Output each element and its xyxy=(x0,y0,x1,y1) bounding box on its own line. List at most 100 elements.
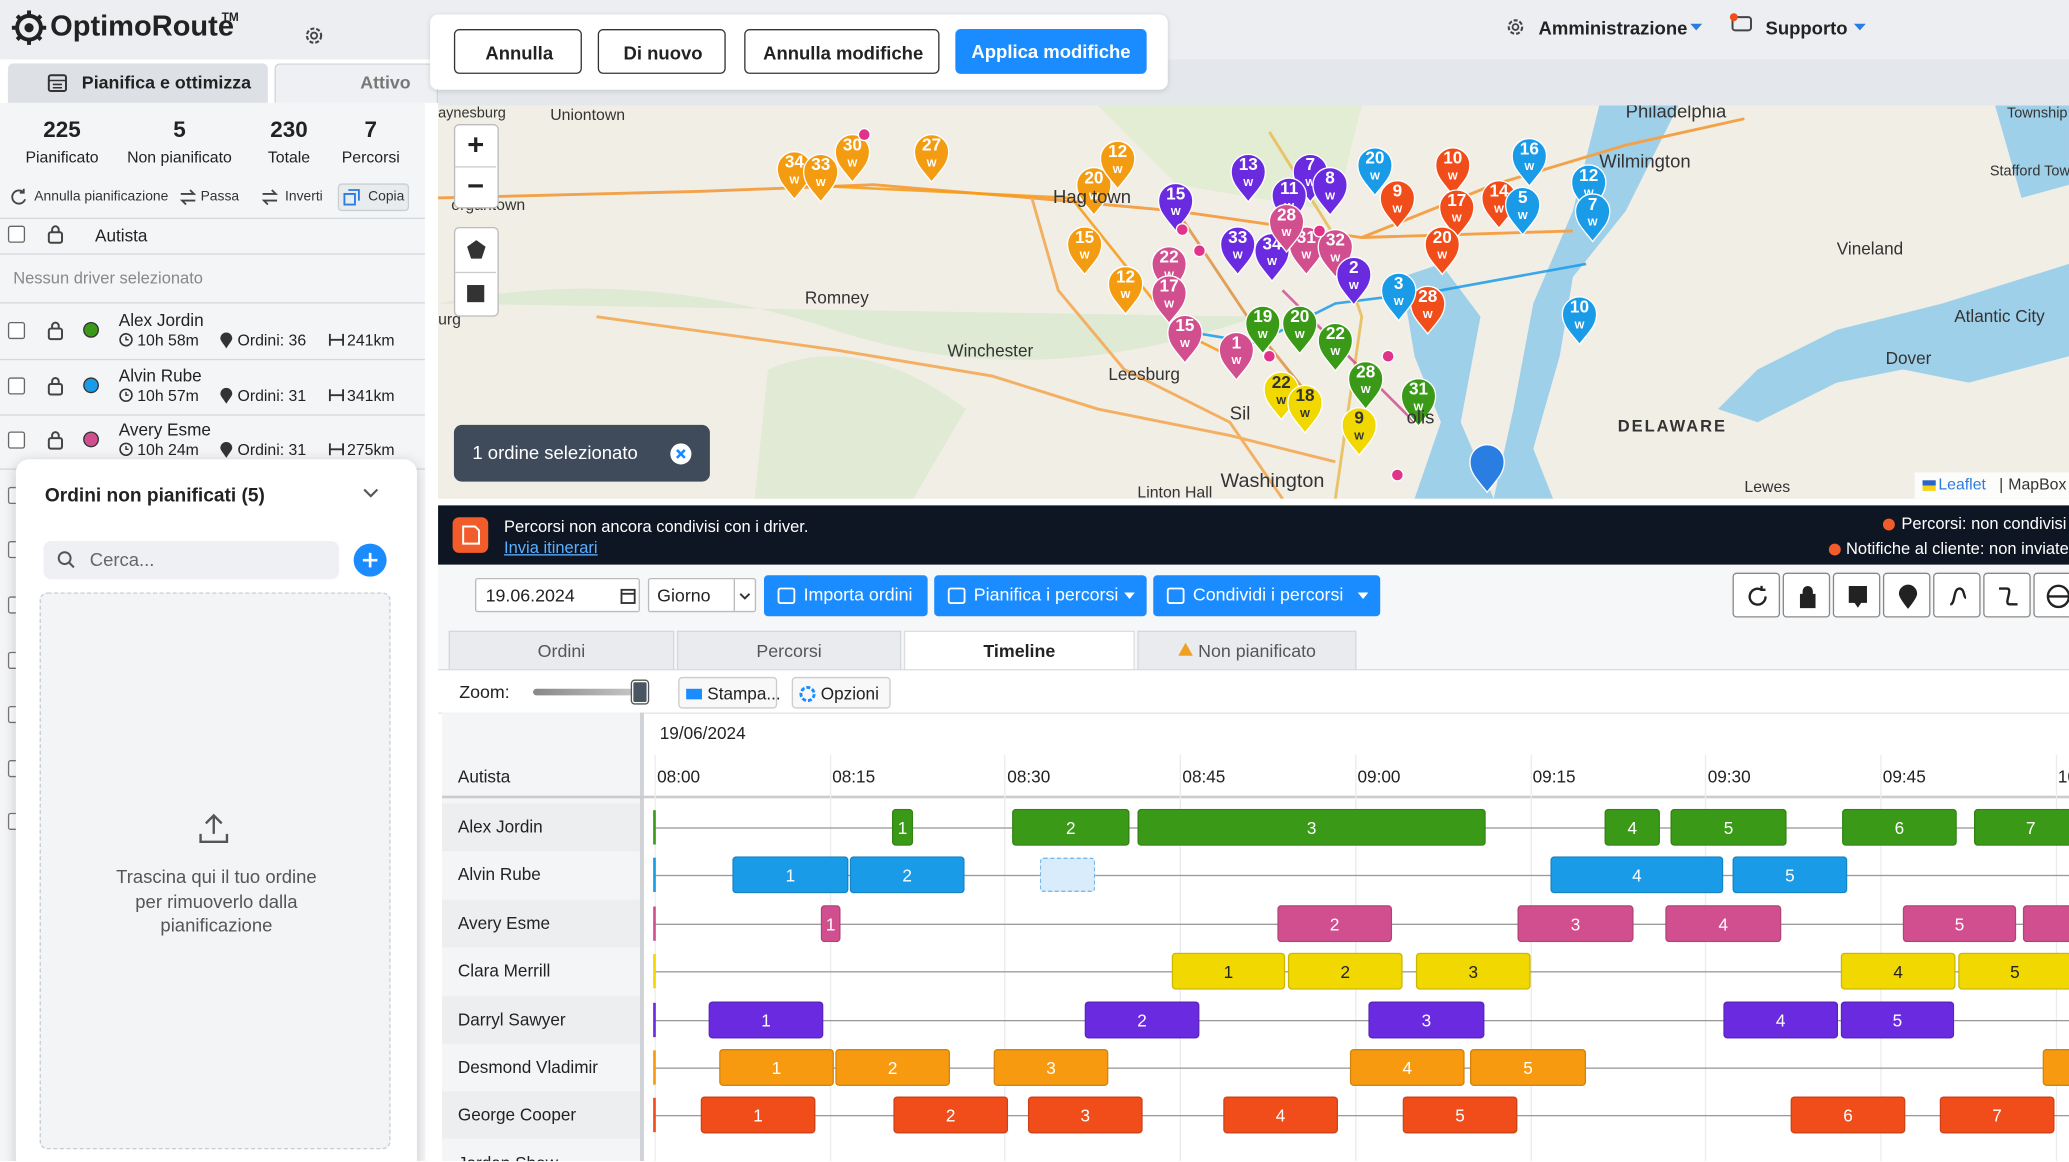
timeline-stop[interactable]: 6 xyxy=(1790,1097,1906,1134)
icon-button[interactable] xyxy=(1983,572,2031,618)
toolbar-button[interactable]: Pianifica i percorsi xyxy=(934,575,1147,617)
timeline-stop[interactable]: 4 xyxy=(1723,1000,1839,1038)
view-tab[interactable]: Ordini xyxy=(448,630,675,671)
timeline-stop[interactable]: 4 xyxy=(1604,808,1660,846)
date-input[interactable]: 19.06.2024 xyxy=(475,577,640,613)
icon-button[interactable] xyxy=(2033,572,2069,618)
panel-settings[interactable] xyxy=(302,24,326,48)
timeline-stop[interactable]: 4 xyxy=(1840,952,1956,990)
timeline-stop[interactable]: 3 xyxy=(993,1049,1109,1086)
small-button[interactable]: Stampa... xyxy=(678,676,781,709)
zoom-in[interactable]: + xyxy=(467,127,485,161)
timeline-stop[interactable]: 4 xyxy=(1665,904,1782,942)
edit-button[interactable]: Annulla xyxy=(453,29,582,74)
timeline-stop[interactable]: 2 xyxy=(1084,1000,1200,1038)
timeline-stop[interactable]: 4 xyxy=(1223,1097,1338,1134)
lock-icon[interactable] xyxy=(47,376,64,396)
action-button[interactable]: Passa xyxy=(200,188,240,205)
timeline-stop[interactable]: 5 xyxy=(1840,1000,1955,1038)
timeline-stop[interactable]: 1 xyxy=(820,904,841,942)
view-tab[interactable]: Percorsi xyxy=(676,630,902,671)
icon-button[interactable] xyxy=(1732,572,1781,618)
view-tab[interactable]: Non pianificato xyxy=(1137,630,1357,671)
action-icon[interactable] xyxy=(179,189,197,206)
checkbox[interactable] xyxy=(7,377,26,395)
timeline-stop[interactable]: 1 xyxy=(732,856,849,894)
tool-icon xyxy=(1949,587,1967,606)
timeline-stop[interactable]: 1 xyxy=(891,808,914,846)
icon-button[interactable] xyxy=(1832,572,1881,618)
timeline-stop[interactable]: 5 xyxy=(1958,952,2069,990)
checkbox[interactable] xyxy=(7,321,26,340)
timeline-stop[interactable]: 7 xyxy=(1939,1097,2055,1134)
polygon-tool[interactable] xyxy=(467,240,486,259)
edit-button[interactable]: Di nuovo xyxy=(597,29,726,74)
timeline-stop[interactable]: 5 xyxy=(1670,808,1787,846)
lock-icon[interactable] xyxy=(47,321,64,341)
timeline-stop[interactable]: 4 xyxy=(1349,1049,1465,1086)
action-button[interactable]: Copia xyxy=(368,188,405,205)
action-icon[interactable] xyxy=(343,189,360,206)
timeline-stop[interactable]: 3 xyxy=(1415,952,1531,990)
timeline-stop[interactable]: 5 xyxy=(1732,856,1848,894)
search-box[interactable]: Cerca... xyxy=(43,541,340,580)
sidebar-tab[interactable]: Attivo xyxy=(360,72,411,93)
rectangle-tool[interactable] xyxy=(467,285,485,303)
timeline-stop[interactable]: 2 xyxy=(835,1049,951,1086)
timeline-stop[interactable]: 3 xyxy=(1137,808,1486,846)
timeline-stop[interactable]: 1 xyxy=(719,1049,834,1086)
timeline-stop[interactable]: 2 xyxy=(849,856,965,894)
support-icon[interactable] xyxy=(1729,13,1754,37)
lock-icon[interactable] xyxy=(47,430,64,450)
timeline-stop[interactable]: 5 xyxy=(1902,904,2017,942)
checkbox[interactable] xyxy=(7,225,26,243)
timeline-stop[interactable]: 2 xyxy=(1287,952,1403,990)
add-button[interactable] xyxy=(353,543,387,577)
action-button[interactable]: Inverti xyxy=(285,188,323,205)
timeline-stop[interactable]: 2 xyxy=(1012,808,1130,846)
edit-button[interactable]: Applica modifiche xyxy=(955,29,1147,74)
zoom-out[interactable]: − xyxy=(467,168,485,202)
timeline-stop[interactable]: 3 xyxy=(1517,904,1634,942)
timeline-stop[interactable]: 2 xyxy=(893,1097,1009,1134)
timeline-stop[interactable] xyxy=(2022,904,2069,942)
timeline-stop[interactable]: 4 xyxy=(1550,856,1724,894)
timeline-stop[interactable] xyxy=(2042,1049,2069,1086)
small-button[interactable]: Opzioni xyxy=(791,676,891,709)
road xyxy=(1361,117,1745,239)
edit-button[interactable]: Annulla modifiche xyxy=(744,29,940,74)
admin-icon[interactable] xyxy=(1504,16,1526,38)
icon-button[interactable] xyxy=(1782,572,1831,618)
attribution-link[interactable]: Leaflet xyxy=(1938,475,1986,494)
sidebar-tab[interactable]: Pianifica e ottimizza xyxy=(81,72,252,93)
clear-selection[interactable] xyxy=(670,443,692,465)
admin-menu[interactable]: Amministrazione xyxy=(1538,17,1688,39)
timeline-stop[interactable]: 6 xyxy=(1842,808,1957,846)
timeline-stop[interactable]: 7 xyxy=(1973,808,2069,846)
icon-button[interactable] xyxy=(1933,572,1981,618)
timeline-stop[interactable]: 1 xyxy=(708,1000,824,1038)
toolbar-button[interactable]: Importa ordini xyxy=(763,575,928,617)
toolbar-button[interactable]: Condividi i percorsi xyxy=(1153,575,1381,617)
action-icon[interactable] xyxy=(11,188,28,206)
timeline-stop[interactable]: 2 xyxy=(1277,904,1393,942)
timeline-stop[interactable]: 5 xyxy=(1402,1097,1518,1134)
zoom-thumb[interactable] xyxy=(630,679,650,705)
icon-button[interactable] xyxy=(1882,572,1931,618)
lock-icon[interactable] xyxy=(47,224,64,244)
attribution-link[interactable]: MapBox xyxy=(2008,475,2067,494)
collapse-icon[interactable] xyxy=(363,488,379,499)
support-menu[interactable]: Supporto xyxy=(1765,17,1848,39)
action-button[interactable]: Annulla pianificazione xyxy=(34,188,169,205)
distance-icon xyxy=(328,389,344,402)
view-tab[interactable]: Timeline xyxy=(903,630,1135,671)
timeline-stop[interactable]: 3 xyxy=(1368,1000,1485,1038)
period-select[interactable]: Giorno xyxy=(647,577,757,613)
timeline-stop[interactable]: 3 xyxy=(1027,1097,1143,1134)
action-icon[interactable] xyxy=(261,189,279,206)
timeline-stop[interactable]: 1 xyxy=(700,1097,816,1134)
timeline-stop[interactable]: 5 xyxy=(1469,1049,1587,1086)
checkbox[interactable] xyxy=(7,431,26,449)
notice-link[interactable]: Invia itinerari xyxy=(504,538,598,557)
timeline-stop[interactable]: 1 xyxy=(1171,952,1286,990)
